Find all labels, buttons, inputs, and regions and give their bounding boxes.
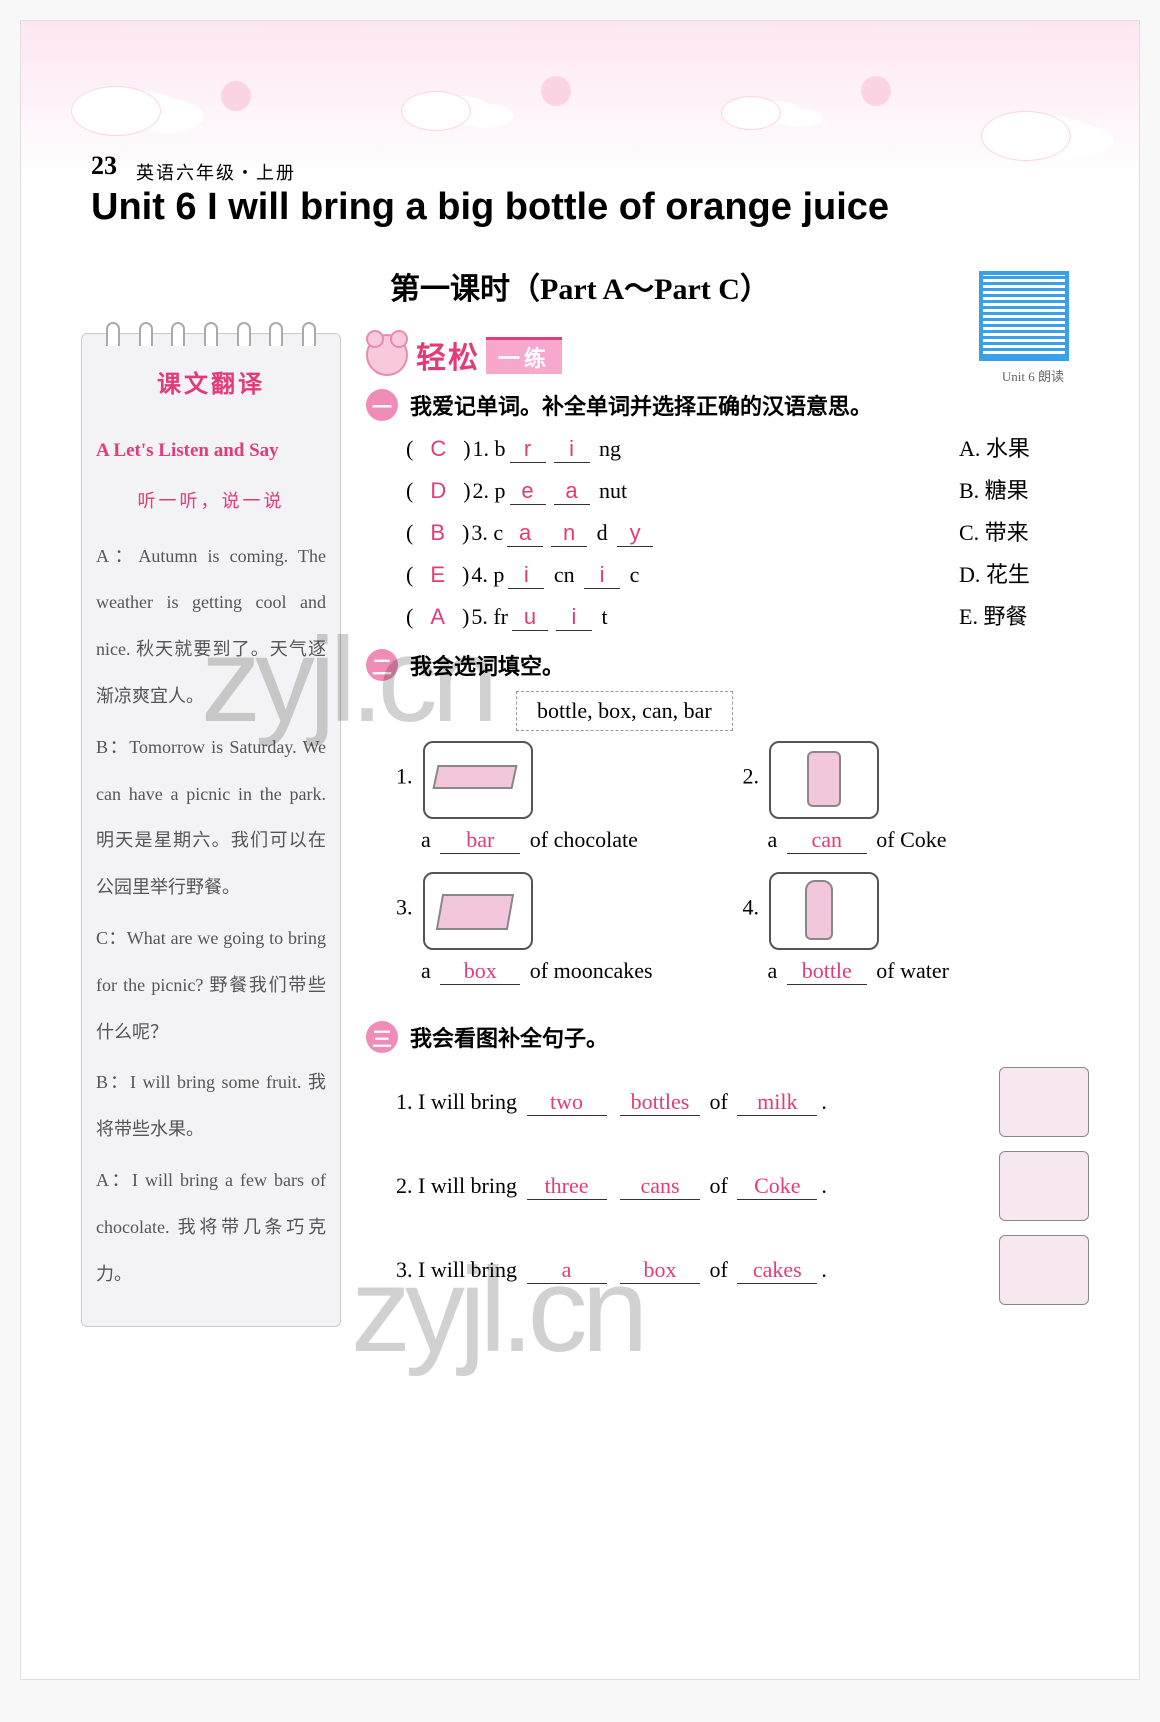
- q1-row: ( D )2. pea nut B. 糖果: [406, 473, 1089, 505]
- q3-title: 我会看图补全句子。: [410, 1026, 608, 1051]
- unit-title: Unit 6 I will bring a big bottle of oran…: [91, 186, 1139, 229]
- q3-text: 1. I will bring two bottles of milk.: [396, 1089, 989, 1116]
- spiral-binding: [82, 322, 340, 346]
- q1-badge: 一: [366, 389, 398, 421]
- worksheet-page: 23 英语六年级・上册 Unit 6 I will bring a big bo…: [20, 20, 1140, 1680]
- question-3: 三 我会看图补全句子。 1. I will bring two bottles …: [366, 1021, 1089, 1305]
- translation-sidebar: 课文翻译 A Let's Listen and Say 听一听，说一说 A：Au…: [81, 333, 341, 1327]
- sidebar-sub1: A Let's Listen and Say: [96, 426, 326, 475]
- qr-code: [979, 271, 1069, 361]
- q3-row: 2. I will bring three cans of Coke.: [396, 1151, 1089, 1221]
- q3-row: 3. I will bring a box of cakes.: [396, 1235, 1089, 1305]
- q3-text: 2. I will bring three cans of Coke.: [396, 1173, 989, 1200]
- q2-image: [769, 872, 879, 950]
- cloud-decoration: [71, 86, 161, 136]
- q1-option: A. 水果: [959, 431, 1089, 463]
- q1-word: ( A )5. frui t: [406, 604, 959, 631]
- q2-num: 4.: [743, 895, 760, 920]
- q2-text: a can of Coke: [768, 827, 1090, 854]
- dialog-line: B：I will bring some fruit. 我将带些水果。: [96, 1059, 326, 1153]
- bear-icon: [366, 334, 408, 376]
- lesson-title: 第一课时（Part A～Part C）: [21, 264, 1139, 308]
- q1-word: ( C )1. bri ng: [406, 436, 959, 463]
- q2-num: 3.: [396, 895, 413, 920]
- q1-option: D. 花生: [959, 557, 1089, 589]
- cloud-decoration: [401, 91, 471, 131]
- q1-word: ( B )3. can d y: [406, 520, 959, 547]
- word-box: bottle, box, can, bar: [516, 691, 733, 731]
- q1-row: ( A )5. frui t E. 野餐: [406, 599, 1089, 631]
- moon-icon: [541, 76, 571, 106]
- content-area: 课文翻译 A Let's Listen and Say 听一听，说一说 A：Au…: [21, 333, 1139, 1327]
- q2-item: 2. a can of Coke: [743, 741, 1090, 854]
- cloud-decoration: [981, 111, 1071, 161]
- q3-image: [999, 1151, 1089, 1221]
- section-title: 轻松: [416, 333, 480, 377]
- q2-item: 4. a bottle of water: [743, 872, 1090, 985]
- sidebar-sub2: 听一听，说一说: [96, 478, 326, 525]
- page-number: 23: [91, 151, 117, 181]
- q2-title: 我会选词填空。: [410, 654, 564, 679]
- q1-word: ( E )4. pi cn i c: [406, 562, 959, 589]
- qr-label: Unit 6 朗读: [1002, 366, 1064, 385]
- q1-row: ( C )1. bri ng A. 水果: [406, 431, 1089, 463]
- question-2: 二 我会选词填空。 bottle, box, can, bar 1. a bar…: [366, 649, 1089, 1003]
- q1-row: ( E )4. pi cn i c D. 花生: [406, 557, 1089, 589]
- q3-image: [999, 1235, 1089, 1305]
- q2-text: a bottle of water: [768, 958, 1090, 985]
- q1-option: E. 野餐: [959, 599, 1089, 631]
- q2-item: 1. a bar of chocolate: [396, 741, 743, 854]
- q2-image: [423, 741, 533, 819]
- sidebar-title: 课文翻译: [96, 354, 326, 416]
- dialog-translation: A：Autumn is coming. The weather is getti…: [96, 533, 326, 1298]
- dialog-line: B：Tomorrow is Saturday. We can have a pi…: [96, 724, 326, 911]
- page-subtitle: 英语六年级・上册: [136, 159, 296, 185]
- dialog-line: A：Autumn is coming. The weather is getti…: [96, 533, 326, 720]
- header-band: 23 英语六年级・上册: [21, 21, 1139, 181]
- q2-num: 1.: [396, 764, 413, 789]
- q2-num: 2.: [743, 764, 760, 789]
- q2-image: [423, 872, 533, 950]
- q2-text: a box of mooncakes: [421, 958, 743, 985]
- q3-row: 1. I will bring two bottles of milk.: [396, 1067, 1089, 1137]
- q2-badge: 二: [366, 649, 398, 681]
- q2-image: [769, 741, 879, 819]
- q1-option: C. 带来: [959, 515, 1089, 547]
- q3-text: 3. I will bring a box of cakes.: [396, 1257, 989, 1284]
- cloud-decoration: [721, 96, 781, 130]
- q1-row: ( B )3. can d y C. 带来: [406, 515, 1089, 547]
- question-1: 一 我爱记单词。补全单词并选择正确的汉语意思。 ( C )1. bri ng A…: [366, 389, 1089, 631]
- moon-icon: [861, 76, 891, 106]
- section-sub: 一练: [486, 337, 562, 374]
- q1-word: ( D )2. pea nut: [406, 478, 959, 505]
- moon-icon: [221, 81, 251, 111]
- dialog-line: A：I will bring a few bars of chocolate. …: [96, 1157, 326, 1297]
- q3-badge: 三: [366, 1021, 398, 1053]
- q1-title: 我爱记单词。补全单词并选择正确的汉语意思。: [410, 394, 872, 419]
- exercises-main: 轻松 一练 一 我爱记单词。补全单词并选择正确的汉语意思。 ( C )1. br…: [341, 333, 1089, 1327]
- q2-text: a bar of chocolate: [421, 827, 743, 854]
- q1-option: B. 糖果: [959, 473, 1089, 505]
- q2-item: 3. a box of mooncakes: [396, 872, 743, 985]
- dialog-line: C：What are we going to bring for the pic…: [96, 915, 326, 1055]
- q3-image: [999, 1067, 1089, 1137]
